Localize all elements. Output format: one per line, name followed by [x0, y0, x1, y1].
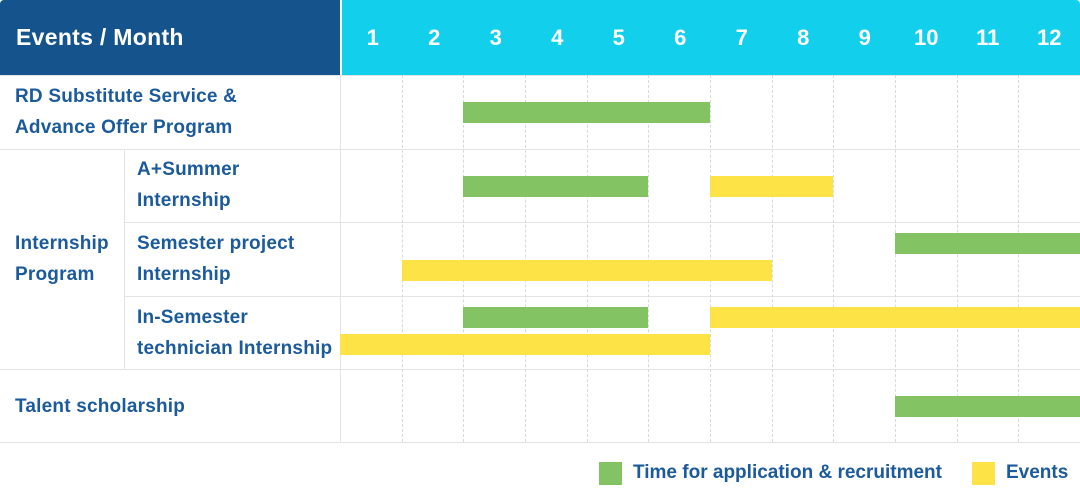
row-label: RD Substitute Service & Advance Offer Pro… — [15, 85, 238, 138]
month-label: 8 — [797, 24, 810, 50]
gantt-bar-application — [463, 176, 648, 197]
row-separator — [124, 222, 1080, 223]
gantt-bar-application — [463, 307, 648, 328]
month-label: 3 — [489, 24, 502, 50]
legend-item-application: Time for application & recruitment — [599, 461, 942, 485]
gantt-bar-events — [340, 334, 710, 355]
legend-label: Time for application & recruitment — [633, 462, 942, 483]
header-title: Events / Month — [16, 24, 184, 50]
group-label: Internship Program — [15, 232, 109, 285]
month-label: 11 — [976, 24, 1000, 50]
month-label: 9 — [858, 24, 871, 50]
month-gridline — [710, 75, 711, 442]
month-label: 7 — [735, 24, 748, 50]
row-label: A+Summer Internship — [137, 159, 240, 212]
row-separator — [0, 442, 1080, 443]
legend-item-events: Events — [972, 461, 1068, 485]
month-gridline — [587, 75, 588, 442]
group-divider — [124, 149, 125, 370]
month-gridline — [957, 75, 958, 442]
header-events-month-cell: Events / Month — [0, 0, 340, 75]
row-separator — [0, 149, 1080, 150]
month-label: 2 — [428, 24, 441, 50]
month-gridline — [525, 75, 526, 442]
gantt-bar-application — [463, 102, 710, 123]
row-separator — [124, 296, 1080, 297]
month-gridline — [895, 75, 896, 442]
gantt-bar-events — [402, 260, 772, 281]
month-gridline — [463, 75, 464, 442]
month-label: 4 — [551, 24, 564, 50]
gantt-bar-application — [895, 396, 1080, 417]
gantt-bar-application — [895, 233, 1080, 254]
month-gridline — [1018, 75, 1019, 442]
gantt-bar-events — [710, 307, 1080, 328]
gantt-bar-events — [710, 176, 833, 197]
legend-swatch-application — [599, 461, 622, 485]
month-gridline — [833, 75, 834, 442]
row-separator — [0, 369, 1080, 370]
month-label: 5 — [612, 24, 625, 50]
month-label: 1 — [366, 24, 379, 50]
row-label: In-Semester technician Internship — [137, 306, 333, 359]
row-label: Talent scholarship — [15, 395, 186, 417]
month-gridline — [402, 75, 403, 442]
column-divider — [340, 75, 341, 443]
legend-label: Events — [1006, 462, 1069, 483]
month-label: 12 — [1037, 24, 1062, 50]
month-label: 6 — [674, 24, 687, 50]
row-label: Semester project Internship — [137, 232, 295, 285]
row-separator — [0, 75, 1080, 76]
header-months-strip: 1 2 3 4 5 6 7 8 9 10 11 12 — [342, 0, 1080, 75]
month-label: 10 — [914, 24, 939, 50]
legend-swatch-events — [972, 461, 995, 485]
month-gridline — [648, 75, 649, 442]
month-gridline — [772, 75, 773, 442]
